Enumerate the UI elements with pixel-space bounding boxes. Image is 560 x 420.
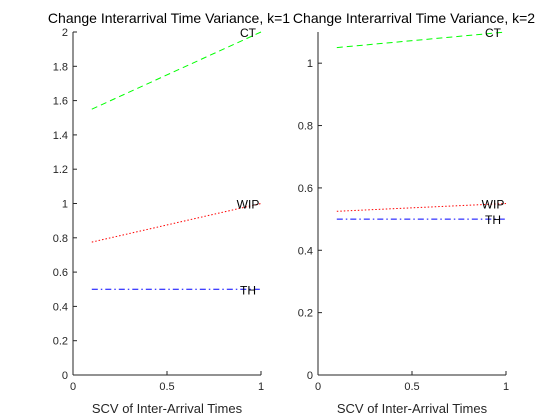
series-line-ct <box>91 31 262 110</box>
subplot-1: 0 0.2 0.4 0.6 0.8 1 1.2 1.4 1.6 1.8 2 0 0.5 1 Change I… <box>48 10 290 416</box>
y-tick-label: 2 <box>62 27 68 39</box>
y-tick-label: 1 <box>307 58 313 70</box>
y-tick-label: 0.4 <box>53 301 68 313</box>
y-tick-label: 0.4 <box>298 245 313 257</box>
y-tick-label: 0.2 <box>53 336 68 348</box>
x-tick-label: 0.5 <box>159 381 174 393</box>
y-tick-label: 0 <box>307 370 313 382</box>
series-label-th: TH <box>240 283 256 297</box>
x-tick-label: 0 <box>315 381 321 393</box>
x-tick-label: 0 <box>70 381 76 393</box>
y-tick-label: 1 <box>62 199 68 211</box>
y-tick-label: 0.6 <box>298 183 313 195</box>
series-line-wip <box>91 203 262 243</box>
y-tick-label: 0.8 <box>298 121 313 133</box>
x-axis-label: SCV of Inter-Arrival Times <box>92 401 243 416</box>
y-tick-label: 1.2 <box>53 164 68 176</box>
series-label-ct: CT <box>240 26 257 40</box>
series-label-ct: CT <box>485 26 502 40</box>
chart-title: Change Interarrival Time Variance, k=2 <box>293 10 535 26</box>
series-line-ct <box>336 31 507 49</box>
series-label-wip: WIP <box>237 198 260 212</box>
series-label-wip: WIP <box>482 198 505 212</box>
series-label-th: TH <box>485 213 501 227</box>
subplot-2: 0 0.2 0.4 0.6 0.8 1 0 0.5 1 Change Interarrival T… <box>293 10 535 416</box>
y-tick-label: 1.4 <box>53 130 68 142</box>
x-tick-label: 1 <box>258 381 264 393</box>
series-line-wip <box>336 203 507 212</box>
chart-title: Change Interarrival Time Variance, k=1 <box>48 10 290 26</box>
x-tick-label: 1 <box>503 381 509 393</box>
y-tick-label: 0.8 <box>53 233 68 245</box>
y-tick-label: 0.2 <box>298 308 313 320</box>
y-tick-label: 0.6 <box>53 267 68 279</box>
y-tick-label: 1.8 <box>53 61 68 73</box>
x-tick-label: 0.5 <box>404 381 419 393</box>
y-tick-label: 1.6 <box>53 96 68 108</box>
x-axis-label: SCV of Inter-Arrival Times <box>337 401 488 416</box>
y-tick-label: 0 <box>62 370 68 382</box>
